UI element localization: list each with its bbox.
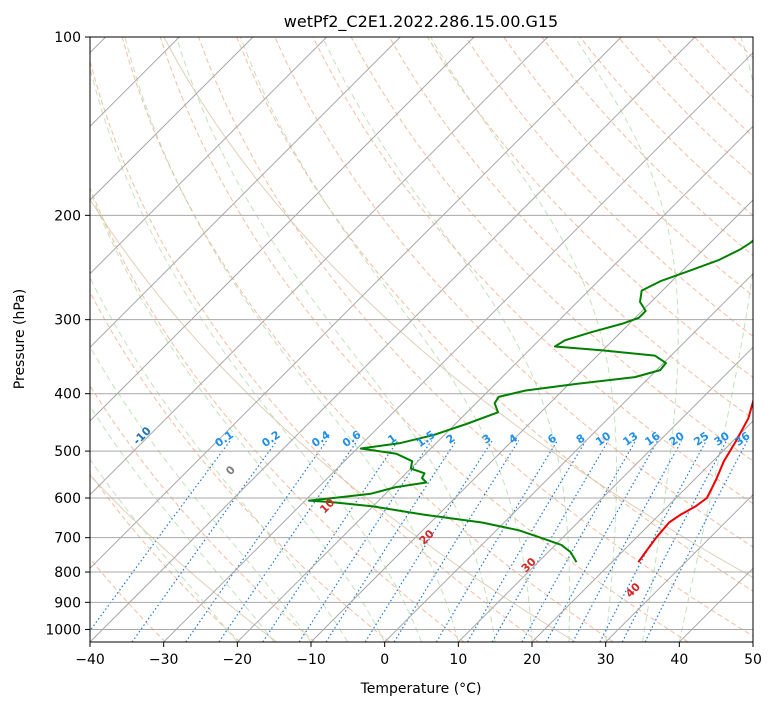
mixing-ratio-line: [572, 440, 683, 642]
isotherm-line: [457, 346, 753, 642]
isotherm-line: [605, 493, 753, 642]
dry-adiabat-line: [198, 37, 753, 637]
moist-adiabat-line: [322, 37, 571, 642]
y-tick-label: 300: [54, 313, 81, 329]
x-tick-label: 50: [744, 652, 762, 668]
sounding-series: [307, 239, 753, 563]
dry-adiabat-line: [236, 37, 753, 592]
moist-adiabat-line: [90, 405, 275, 642]
chart-title: wetPf2_C2E1.2022.286.15.00.G15: [284, 12, 558, 32]
moist-adiabat-line: [175, 37, 496, 642]
temperature-line: [637, 398, 753, 563]
isotherm-line: [531, 420, 753, 642]
dry-adiabat-line: [503, 37, 753, 297]
isotherm-line: [90, 37, 254, 201]
dry-adiabat-line: [90, 59, 540, 642]
mixing-ratio-line: [644, 440, 748, 642]
isotherm-line: [236, 125, 753, 642]
y-tick-label: 100: [54, 30, 81, 46]
mixing-ratio-line: [466, 440, 587, 642]
dry-adiabat-line: [90, 186, 465, 642]
mixing-ratio-line: [435, 440, 558, 642]
mixing-ratio-line: [90, 440, 231, 632]
moist-adiabat-line: [90, 458, 238, 642]
moist-adiabat-line: [90, 276, 349, 642]
y-tick-label: 700: [54, 531, 81, 547]
dewpoint-line: [307, 239, 753, 563]
dry-adiabat-line: [159, 37, 689, 642]
mixing-ratio-line: [185, 440, 328, 642]
isotherm-line: [384, 272, 753, 642]
isotherm-line: [90, 37, 475, 422]
x-axis-title: Temperature (°C): [360, 681, 482, 697]
isotherm-line: [90, 37, 401, 349]
axes-ticks: −40 −30 −20 −10 0 10 20 30 40 50 100 200 300 400 500 60…: [45, 30, 762, 668]
plot-frame: [89, 36, 754, 643]
mixing-ratio-line: [545, 440, 659, 642]
x-tick-label: −30: [149, 652, 179, 668]
y-tick-label: 400: [54, 387, 81, 403]
x-tick-label: 0: [380, 652, 389, 668]
y-tick-label: 600: [54, 491, 81, 507]
x-tick-label: 10: [449, 652, 467, 668]
mixing-ratio-line: [131, 440, 278, 642]
isotherm-line: [90, 37, 549, 496]
moist-adiabat-line: [574, 37, 679, 642]
plot-area: -100-90-80-70-60-50-40-30-20-10010203040…: [90, 37, 753, 642]
isotherm-line: [310, 199, 753, 642]
y-tick-label: 1000: [45, 622, 81, 638]
moist-adiabat-line: [678, 37, 753, 642]
moist-adiabat-line: [239, 37, 533, 642]
dry-adiabat-line: [350, 37, 753, 462]
reference-curve: [90, 474, 278, 642]
dry-adiabat-line: [90, 291, 390, 642]
dry-adiabat-line: [426, 37, 753, 378]
mixing-ratio-line: [325, 440, 457, 642]
y-axis-title: Pressure (hPa): [12, 289, 28, 389]
y-tick-label: 200: [54, 208, 81, 224]
x-tick-label: −20: [223, 652, 253, 668]
moist-adiabat-line: [430, 37, 617, 642]
x-tick-label: −40: [75, 652, 105, 668]
x-tick-label: −10: [296, 652, 326, 668]
y-tick-label: 900: [54, 595, 81, 611]
isotherm-line: [90, 37, 696, 642]
reference-curve: [163, 37, 753, 579]
isotherm-line: [90, 37, 328, 275]
x-tick-label: 30: [597, 652, 615, 668]
background-lines: [90, 37, 753, 642]
mixing-ratio-line: [521, 440, 637, 642]
moist-adiabat-line: [124, 37, 459, 642]
x-tick-label: 40: [670, 652, 688, 668]
dry-adiabat-line: [90, 557, 166, 642]
mixing-ratio-line: [262, 440, 399, 642]
y-tick-label: 800: [54, 565, 81, 581]
mixing-ratio-line: [491, 440, 609, 642]
dry-adiabat-line: [90, 384, 316, 642]
mixing-ratio-line: [364, 440, 493, 642]
dry-adiabat-line: [274, 37, 753, 548]
dry-adiabat-line: [90, 472, 241, 642]
moist-adiabat-line: [90, 189, 386, 642]
moist-adiabat-line: [90, 65, 422, 642]
x-tick-label: 20: [523, 652, 541, 668]
dry-adiabat-line: [121, 37, 614, 642]
reference-curve: [90, 198, 576, 642]
isotherm-line: [90, 37, 622, 570]
y-tick-label: 500: [54, 444, 81, 460]
isotherm-line: [163, 51, 753, 642]
